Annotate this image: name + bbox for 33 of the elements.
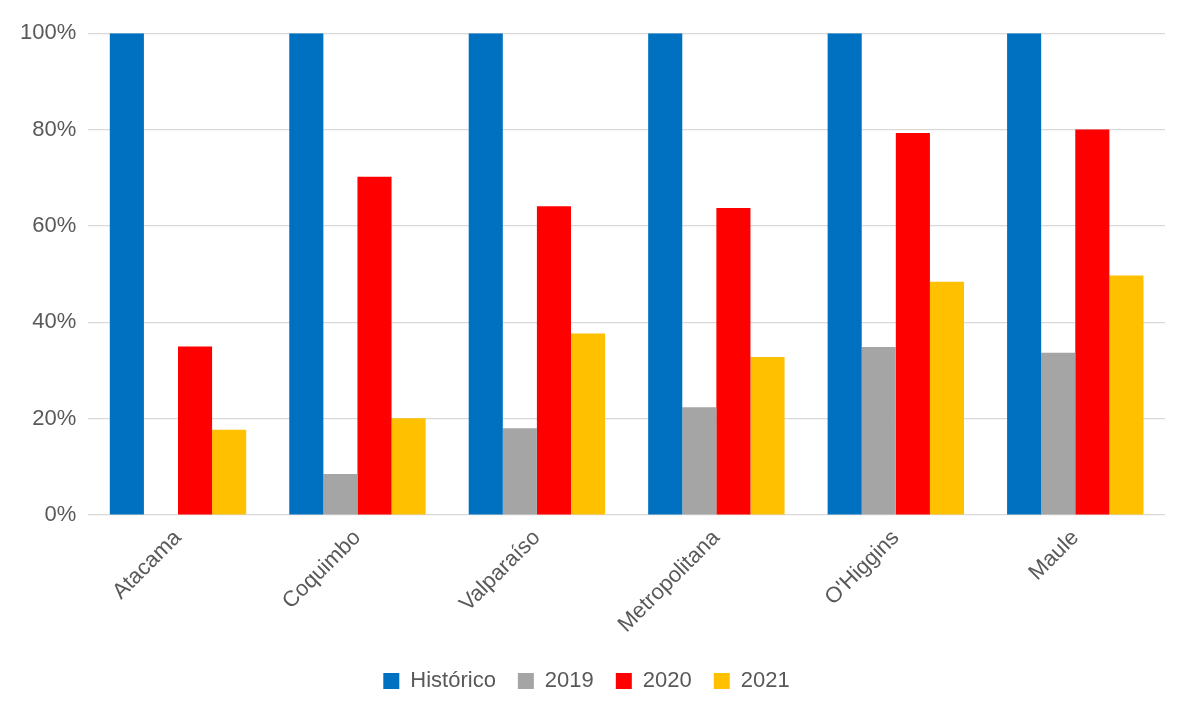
bar	[109, 33, 144, 515]
bar	[1007, 33, 1042, 515]
bar	[1041, 352, 1076, 515]
bar	[716, 208, 751, 515]
bar	[212, 429, 247, 515]
bar	[861, 346, 896, 515]
bar	[357, 176, 392, 515]
bar	[502, 428, 537, 515]
bar	[1109, 275, 1144, 515]
bar	[1075, 129, 1110, 515]
bar	[468, 33, 503, 515]
bar	[323, 474, 358, 515]
bar	[391, 418, 426, 515]
y-tick-label: 0%	[44, 501, 77, 527]
legend-label: 2019	[544, 667, 594, 693]
legend-label: 2021	[740, 667, 790, 693]
bar	[895, 132, 930, 515]
y-tick-label: 40%	[32, 308, 77, 334]
bar	[929, 281, 965, 515]
y-tick-label: 100%	[19, 19, 77, 45]
bar	[178, 346, 213, 515]
bar	[750, 357, 785, 515]
bar	[682, 407, 717, 515]
y-tick-label: 60%	[32, 212, 77, 238]
y-tick-label: 80%	[32, 115, 77, 141]
y-tick-label: 20%	[32, 404, 77, 430]
bar	[536, 206, 571, 515]
bar	[289, 33, 324, 515]
bar	[648, 33, 683, 515]
bar	[571, 333, 606, 515]
legend-label: Histórico	[410, 667, 496, 693]
bar	[827, 33, 862, 515]
legend-label: 2020	[642, 667, 692, 693]
